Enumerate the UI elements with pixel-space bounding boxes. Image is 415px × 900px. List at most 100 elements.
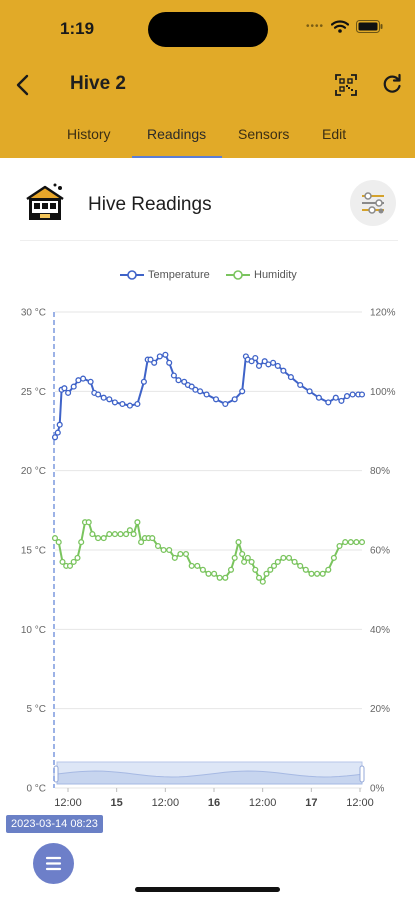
y-left-tick-label: 30 °C (21, 308, 46, 319)
data-point-humidity (319, 570, 326, 577)
data-point-temperature (80, 375, 87, 382)
data-point-humidity (227, 566, 235, 573)
readings-chart[interactable]: 0 °C 0% 5 °C 20% 10 °C 40% 15 °C 60% 20 °C 80% 25 … (0, 300, 415, 815)
legend-temperature-label: Temperature (148, 269, 210, 281)
data-point-temperature (239, 388, 246, 395)
y-left-tick-label: 15 °C (21, 546, 46, 557)
x-tick-label: 12:00 (54, 797, 82, 809)
y-right-tick-label: 120% (370, 308, 396, 319)
readings-card-header: Hive Readings (0, 158, 415, 240)
data-point-humidity (100, 535, 107, 542)
filter-button[interactable] (350, 180, 396, 226)
data-point-humidity (263, 570, 270, 577)
data-point-temperature (349, 391, 356, 398)
data-point-humidity (188, 562, 195, 569)
data-point-temperature (332, 394, 339, 401)
tab-sensors[interactable]: Sensors (238, 126, 290, 142)
y-right-tick-label: 80% (370, 466, 390, 477)
data-point-temperature (111, 399, 118, 406)
card-divider (20, 240, 398, 241)
data-point-temperature (270, 359, 277, 366)
data-point-humidity (239, 550, 246, 558)
zoom-handle-left[interactable] (53, 765, 59, 783)
legend-temperature[interactable]: Temperature (120, 267, 210, 283)
data-point-humidity (235, 539, 242, 546)
x-tick-label: 17 (305, 797, 317, 809)
x-tick-label: 16 (208, 797, 220, 809)
data-point-humidity (78, 539, 85, 546)
qr-code-icon[interactable] (335, 74, 357, 96)
data-point-humidity (285, 554, 293, 561)
data-point-humidity (51, 535, 59, 542)
data-point-temperature (315, 394, 322, 401)
y-left-tick-label: 10 °C (21, 625, 46, 636)
data-point-humidity (291, 558, 298, 565)
data-point-temperature (126, 402, 133, 409)
selected-date-badge: 2023-03-14 08:23 (6, 815, 103, 833)
data-point-humidity (111, 531, 118, 538)
data-point-humidity (308, 570, 315, 577)
data-point-temperature (140, 378, 147, 385)
data-point-temperature (231, 396, 238, 403)
data-point-temperature (95, 391, 102, 398)
data-point-humidity (123, 531, 130, 538)
back-chevron-icon[interactable] (12, 72, 34, 98)
data-point-temperature (222, 400, 229, 408)
data-point-temperature (325, 399, 332, 406)
wifi-icon (331, 20, 349, 33)
refresh-icon[interactable] (381, 73, 403, 95)
data-point-humidity (149, 535, 156, 542)
status-time: 1:19 (60, 19, 95, 38)
y-left-tick-label: 5 °C (26, 704, 46, 715)
data-point-temperature (261, 358, 268, 365)
data-point-temperature (197, 388, 204, 395)
data-point-temperature (338, 397, 345, 404)
data-point-temperature (119, 400, 126, 408)
data-point-temperature (203, 391, 210, 398)
data-point-humidity (59, 558, 66, 565)
data-point-humidity (280, 554, 287, 561)
data-point-humidity (222, 574, 229, 581)
zoom-handle-right[interactable] (359, 765, 365, 783)
data-point-humidity (270, 562, 278, 569)
data-point-temperature (61, 385, 68, 392)
data-point-humidity (160, 546, 167, 554)
data-point-humidity (248, 558, 255, 565)
legend-humidity[interactable]: Humidity (226, 267, 297, 283)
data-point-humidity (259, 578, 266, 585)
legend-temperature-marker (120, 270, 144, 280)
y-right-tick-label: 0% (370, 784, 385, 795)
legend-humidity-marker (226, 270, 250, 280)
x-tick-label: 12:00 (152, 797, 180, 809)
data-point-humidity (85, 519, 92, 526)
tab-history[interactable]: History (67, 126, 111, 142)
tab-bar: History Readings Sensors Edit (0, 120, 415, 158)
hive-icon (26, 183, 64, 220)
y-left-tick-label: 20 °C (21, 466, 46, 477)
data-point-temperature (343, 393, 351, 400)
legend-humidity-label: Humidity (254, 269, 297, 281)
data-point-temperature (166, 359, 173, 366)
data-point-humidity (353, 539, 360, 546)
data-point-humidity (177, 550, 184, 558)
x-tick-label: 12:00 (249, 797, 277, 809)
active-tab-indicator (132, 156, 222, 158)
data-point-temperature (287, 374, 294, 381)
data-point-humidity (211, 570, 218, 577)
data-point-temperature (156, 353, 163, 360)
data-point-humidity (216, 574, 223, 581)
data-point-humidity (347, 539, 354, 546)
data-point-temperature (70, 383, 77, 390)
menu-fab[interactable] (33, 843, 74, 884)
data-point-humidity (171, 554, 178, 561)
status-icons: •••• (306, 20, 383, 33)
y-left-tick-label: 0 °C (26, 784, 46, 795)
tab-readings[interactable]: Readings (147, 126, 207, 142)
data-point-humidity (55, 539, 62, 546)
tab-edit[interactable]: Edit (322, 126, 347, 142)
data-point-temperature (56, 421, 63, 428)
data-point-temperature (51, 434, 59, 441)
data-point-temperature (188, 383, 195, 390)
data-point-humidity (252, 566, 259, 573)
data-point-humidity (66, 562, 74, 569)
